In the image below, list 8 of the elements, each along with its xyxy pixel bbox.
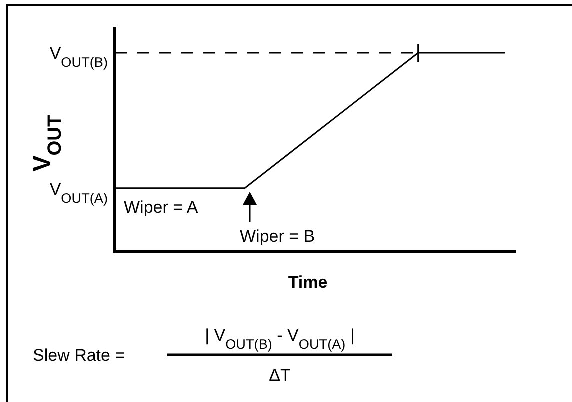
ref-line-label: V$_{OUT(B)}$ <box>50 44 108 70</box>
text: | V$_{OUT(B)}$ - V$_{OUT(A)}$ | <box>205 326 355 352</box>
annotation: Wiper = B <box>240 227 316 246</box>
annotation: Wiper = A <box>124 198 199 217</box>
text: Slew Rate = <box>33 346 126 365</box>
text: ΔT <box>269 366 291 385</box>
x-axis-title: Time <box>288 273 328 292</box>
text: V$_{OUT(A)}$ <box>50 180 108 206</box>
